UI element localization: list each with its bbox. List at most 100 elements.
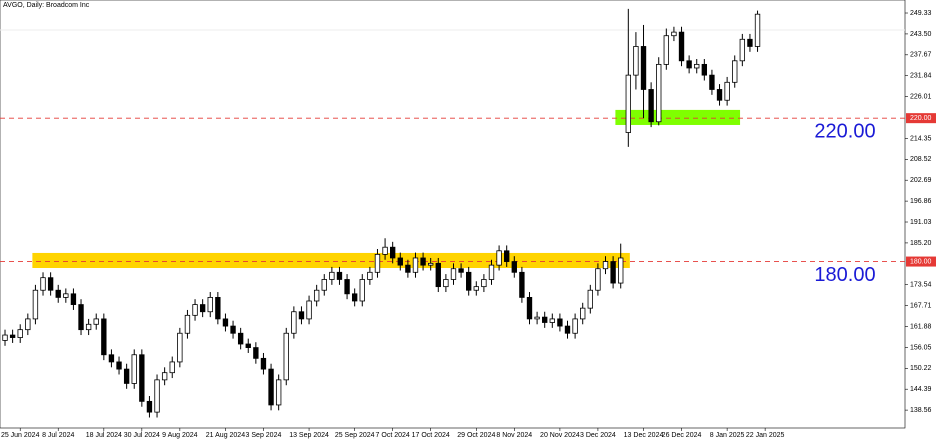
x-tick-label: 25 Jun 2024 xyxy=(1,432,40,439)
x-tick-label: 13 Dec 2024 xyxy=(624,432,664,439)
candle-body xyxy=(123,368,130,384)
candle-body xyxy=(25,318,31,331)
candle-body xyxy=(549,318,555,323)
candle-body xyxy=(2,334,8,341)
chart-title: AVGO, Daily: Broadcom Inc xyxy=(3,2,90,9)
y-tick-label: 185.20 xyxy=(910,240,932,247)
candle-body xyxy=(739,38,746,62)
candle-body xyxy=(237,332,244,345)
y-tick-label: 156.05 xyxy=(910,344,932,351)
y-tick-label: 191.03 xyxy=(910,219,932,226)
candle-body xyxy=(397,257,403,266)
level-axis-label: 180.00 xyxy=(910,258,932,265)
candle-body xyxy=(184,314,191,334)
x-tick-label: 3 Sep 2024 xyxy=(246,432,282,439)
candle-body xyxy=(344,279,350,295)
candle-body xyxy=(131,354,137,384)
x-tick-label: 29 Oct 2024 xyxy=(457,432,495,439)
candle-body xyxy=(253,347,259,359)
zone xyxy=(32,252,630,269)
level-axis-box xyxy=(906,113,936,124)
candle-body xyxy=(78,304,84,331)
candle-body xyxy=(389,246,396,259)
candle-body xyxy=(580,307,586,320)
candle-body xyxy=(602,261,609,270)
y-tick-label: 144.39 xyxy=(910,386,932,393)
candle-body xyxy=(488,264,495,280)
candle-body xyxy=(139,354,145,402)
y-tick-label: 237.67 xyxy=(910,52,932,59)
candle-body xyxy=(428,262,434,266)
candle-body xyxy=(17,329,23,338)
y-tick-label: 150.22 xyxy=(910,365,932,372)
x-tick-label: 22 Jan 2025 xyxy=(746,432,785,439)
candle-body xyxy=(154,379,160,413)
candle-body xyxy=(177,332,183,363)
x-tick-label: 21 Aug 2024 xyxy=(206,432,245,439)
candle-body xyxy=(625,74,631,133)
candle-body xyxy=(572,318,578,334)
candle-body xyxy=(101,318,107,356)
candle-body xyxy=(199,304,206,313)
x-tick-label: 8 Jan 2025 xyxy=(710,432,745,439)
candle-body xyxy=(648,89,654,123)
y-tick-label: 196.86 xyxy=(910,198,932,205)
candle-body xyxy=(367,271,373,280)
candle-body xyxy=(329,271,335,280)
candle-body xyxy=(671,31,677,37)
x-tick-label: 3 Dec 2024 xyxy=(580,432,616,439)
x-tick-label: 26 Dec 2024 xyxy=(662,432,702,439)
candle-body xyxy=(656,63,662,123)
candle-body xyxy=(640,46,647,90)
candle-body xyxy=(146,400,153,413)
candle-body xyxy=(496,250,502,266)
y-tick-label: 214.35 xyxy=(910,135,932,142)
candle-body xyxy=(701,63,708,76)
candle-body xyxy=(283,332,289,381)
candle-body xyxy=(511,261,517,273)
level-label: 220.00 xyxy=(814,120,875,142)
candle-body xyxy=(610,261,616,284)
candle-body xyxy=(222,318,229,327)
candle-body xyxy=(169,361,175,374)
candle-body xyxy=(519,271,525,298)
candle-body xyxy=(275,379,282,406)
y-tick-label: 208.52 xyxy=(910,156,932,163)
candle-body xyxy=(108,354,115,363)
candle-body xyxy=(542,316,548,323)
candle-body xyxy=(161,372,168,381)
candle-body xyxy=(116,361,122,370)
y-tick-label: 243.50 xyxy=(910,31,932,38)
candle-body xyxy=(633,46,639,76)
candle-body xyxy=(351,293,358,302)
candle-body xyxy=(420,257,426,266)
candle-body xyxy=(450,268,457,280)
candle-body xyxy=(63,293,69,298)
candle-body xyxy=(93,318,99,325)
candle-body xyxy=(686,60,692,69)
candle-body xyxy=(32,289,39,320)
candle-body xyxy=(336,271,343,280)
candle-body xyxy=(374,253,381,273)
level-axis-box xyxy=(906,256,936,267)
plot-frame xyxy=(0,0,906,429)
candle-body xyxy=(207,297,213,313)
candle-body xyxy=(55,289,61,298)
x-tick-label: 20 Nov 2024 xyxy=(540,432,580,439)
candle-body xyxy=(70,293,77,305)
candle-body xyxy=(724,81,730,101)
y-tick-label: 231.84 xyxy=(910,73,932,80)
candle-body xyxy=(663,35,670,65)
candle-body xyxy=(557,318,563,327)
candle-body xyxy=(678,31,685,62)
candle-body xyxy=(321,279,327,291)
candle-body xyxy=(382,246,388,255)
zone xyxy=(615,109,741,125)
candle-body xyxy=(747,38,753,47)
candle-body xyxy=(694,63,700,69)
x-tick-label: 8 Nov 2024 xyxy=(496,432,532,439)
candle-body xyxy=(85,323,92,331)
candle-body xyxy=(473,286,479,291)
candle-body xyxy=(466,271,472,291)
x-tick-label: 18 Jul 2024 xyxy=(86,432,122,439)
